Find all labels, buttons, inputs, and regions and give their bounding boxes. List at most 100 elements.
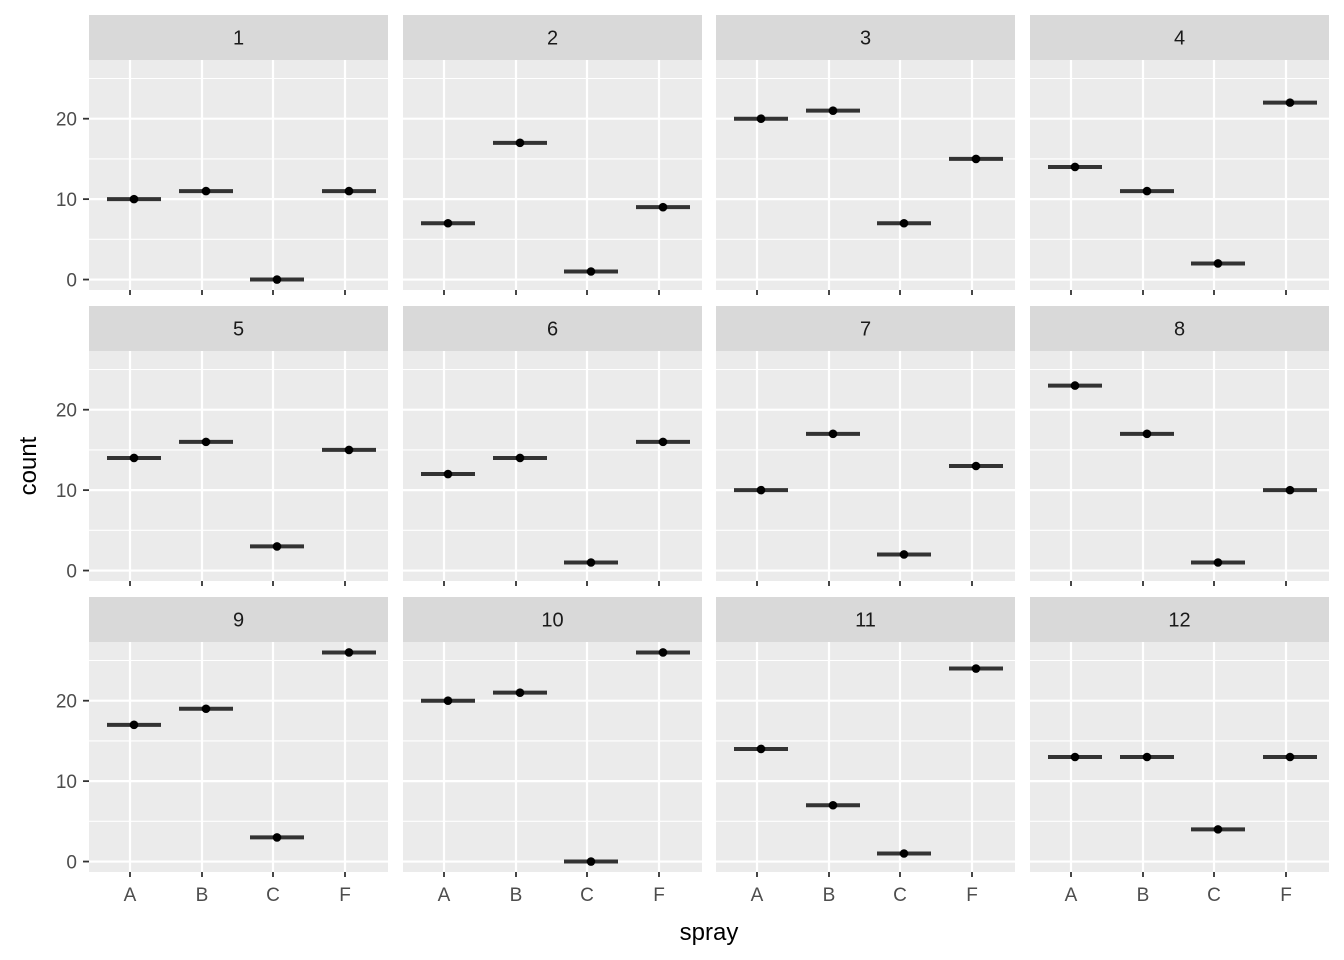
x-tick-label: A [124,885,137,906]
facet-strip [1030,597,1329,642]
point-F [344,186,354,196]
x-tick-label: F [966,885,978,906]
facet-strip [403,306,702,351]
x-tick-label: B [510,885,523,906]
facet-strip-label: 4 [1174,28,1185,50]
panel-background [89,351,388,581]
point-C [272,275,282,284]
facet-strip [716,597,1015,642]
x-tick-label: B [823,885,836,906]
point-A [443,696,453,706]
point-C [272,833,282,842]
panel-background [403,60,702,290]
point-F [658,202,668,212]
point-B [1142,752,1152,762]
facet-panel-2: 2 [403,15,702,290]
point-B [1142,186,1152,196]
facet-panel-4: 4 [1030,15,1329,290]
facet-strip-label: 10 [541,610,563,632]
point-C [899,550,909,559]
point-C [586,267,596,276]
panel-background [89,642,388,872]
point-A [129,453,139,463]
y-tick-label: 20 [56,401,77,422]
facet-strip-label: 1 [233,28,244,50]
facet-panel-11: 11 [716,597,1015,872]
y-tick-label: 10 [56,481,77,502]
x-tick-label: C [893,885,907,906]
point-F [344,445,354,455]
facet-panel-10: 10 [403,597,702,872]
facet-strip [89,15,388,60]
facet-strip-label: 3 [860,28,871,50]
point-F [1285,98,1295,107]
facet-panel-9: 9 [89,597,388,872]
panels-layer: 1 2 3 45 6 7 89 10 11 12 [89,15,1329,872]
facet-strip [716,306,1015,351]
x-tick-label: F [339,885,351,906]
point-C [899,849,909,858]
y-tick-label: 10 [56,190,77,211]
axis-ticks-layer: 0 10 20 0 10 20 0 10 20 A B C F A B C F A B C F A B C F [56,110,1292,906]
panel-background [716,642,1015,872]
panel-background [716,60,1015,290]
point-A [129,720,139,730]
facet-strip [89,597,388,642]
point-C [586,857,596,866]
point-B [515,453,525,463]
facet-strip-label: 2 [547,28,558,50]
point-A [756,485,766,495]
x-tick-label: A [438,885,451,906]
point-C [1213,558,1223,567]
facet-panel-6: 6 [403,306,702,581]
point-A [443,469,453,479]
point-B [201,437,211,447]
point-F [658,648,668,657]
panel-background [403,642,702,872]
facet-panel-12: 12 [1030,597,1329,872]
point-A [1070,381,1080,390]
x-tick-label: C [1207,885,1221,906]
panel-background [89,60,388,290]
facet-strip [716,15,1015,60]
panel-background [1030,60,1329,290]
point-B [1142,429,1152,439]
facet-panel-8: 8 [1030,306,1329,581]
facet-strip-label: 7 [860,319,871,341]
y-tick-label: 10 [56,772,77,793]
x-axis-title: spray [680,919,739,946]
facet-strip [403,597,702,642]
point-B [201,704,211,714]
point-A [1070,162,1080,172]
point-B [515,688,525,697]
facet-panel-5: 5 [89,306,388,581]
y-tick-label: 0 [66,562,77,583]
point-A [756,744,766,754]
facet-strip-label: 9 [233,610,244,632]
facet-strip-label: 11 [855,610,876,632]
y-tick-label: 0 [66,853,77,874]
point-B [828,429,838,439]
point-F [971,664,981,673]
facet-strip [403,15,702,60]
point-C [1213,259,1223,268]
point-B [828,800,838,810]
panel-background [403,351,702,581]
facet-panel-3: 3 [716,15,1015,290]
point-F [971,461,981,471]
point-A [756,114,766,124]
y-tick-label: 20 [56,692,77,713]
point-F [1285,752,1295,762]
facet-strip-label: 8 [1174,319,1185,341]
x-tick-label: B [1137,885,1150,906]
point-C [272,542,282,551]
x-tick-label: F [1280,885,1292,906]
point-F [658,437,668,447]
point-C [899,218,909,228]
point-B [515,138,525,148]
facet-strip-label: 12 [1168,610,1190,632]
point-B [828,106,838,115]
facet-strip [1030,306,1329,351]
x-tick-label: F [653,885,665,906]
